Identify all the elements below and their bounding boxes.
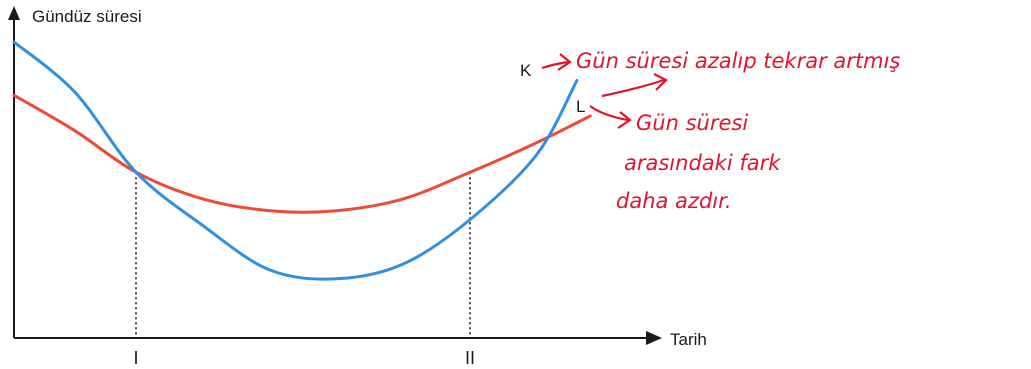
note-k: Gün süresi azalıp tekrar artmış bbox=[576, 49, 900, 73]
arrow-head-icon bbox=[557, 53, 572, 71]
note-l-line2: arasındaki fark bbox=[624, 151, 781, 175]
x-ticks: I II bbox=[133, 348, 475, 368]
y-axis-arrow-icon bbox=[8, 6, 20, 20]
series-label-L: L bbox=[576, 97, 585, 116]
series-labels: K L bbox=[520, 61, 585, 116]
x-axis-label: Tarih bbox=[670, 330, 707, 349]
series-line-L bbox=[12, 93, 592, 214]
series-label-K: K bbox=[520, 61, 532, 80]
arrow-icon bbox=[541, 60, 569, 70]
arrow-icon bbox=[601, 78, 665, 98]
y-axis-label: Gündüz süresi bbox=[32, 7, 142, 26]
arrow-head-icon bbox=[653, 73, 668, 91]
note-l-line1: Gün süresi bbox=[636, 111, 748, 135]
x-tick-label-II: II bbox=[465, 348, 475, 368]
arrow-head-icon bbox=[617, 111, 632, 129]
series-line-K bbox=[12, 40, 579, 281]
note-l-line3: daha azdır. bbox=[616, 189, 732, 213]
x-tick-label-I: I bbox=[133, 348, 138, 368]
x-axis-arrow-icon bbox=[646, 331, 662, 345]
arrow-icon bbox=[589, 105, 629, 122]
handwritten-notes: Gün süresi azalıp tekrar artmış Gün süre… bbox=[541, 49, 900, 213]
axes: Gündüz süresi Tarih bbox=[8, 6, 707, 349]
series-lines bbox=[12, 40, 592, 281]
